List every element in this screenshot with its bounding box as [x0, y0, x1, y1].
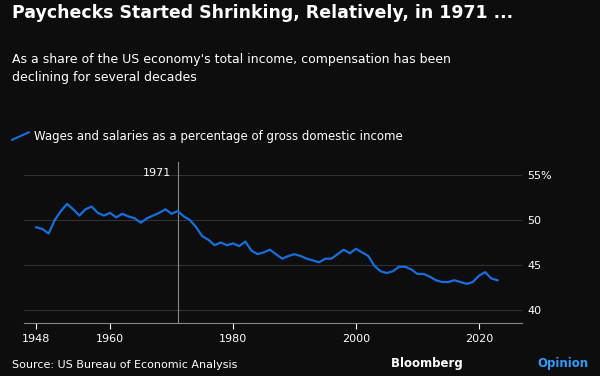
Text: Bloomberg: Bloomberg	[391, 357, 467, 370]
Text: Wages and salaries as a percentage of gross domestic income: Wages and salaries as a percentage of gr…	[34, 130, 403, 143]
Text: Paychecks Started Shrinking, Relatively, in 1971 ...: Paychecks Started Shrinking, Relatively,…	[12, 4, 513, 22]
Text: Opinion: Opinion	[537, 357, 588, 370]
Text: Source: US Bureau of Economic Analysis: Source: US Bureau of Economic Analysis	[12, 360, 238, 370]
Text: 1971: 1971	[143, 168, 172, 178]
Text: As a share of the US economy's total income, compensation has been
declining for: As a share of the US economy's total inc…	[12, 53, 451, 83]
